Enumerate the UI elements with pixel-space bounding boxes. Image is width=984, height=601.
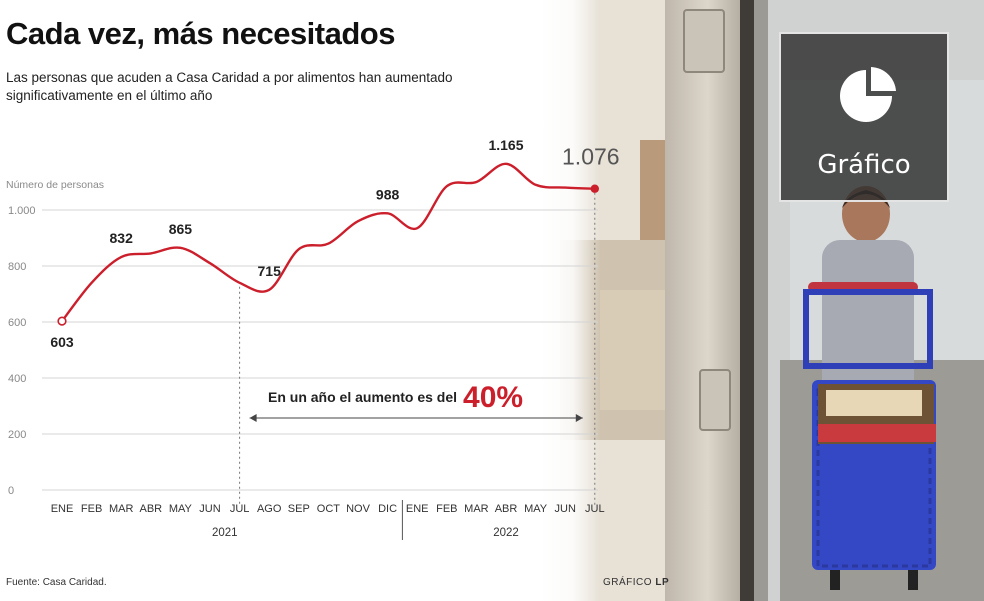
x-tick-label: SEP: [288, 503, 310, 515]
grafico-badge[interactable]: Gráfico: [779, 32, 949, 202]
data-label: 865: [169, 221, 193, 237]
chart-subtitle: Las personas que acuden a Casa Caridad a…: [6, 70, 453, 103]
range-arrow-left-head: [249, 414, 257, 422]
chart-title: Cada vez, más necesitados: [6, 16, 395, 51]
annotation-text: En un año el aumento es del: [268, 389, 458, 405]
x-tick-label: OCT: [317, 503, 341, 515]
x-tick-label: ENE: [51, 503, 74, 515]
data-label: 715: [258, 263, 282, 279]
year-label: 2021: [212, 527, 238, 539]
badge-label: Gráfico: [817, 150, 911, 180]
y-tick-label: 600: [8, 317, 26, 329]
start-point-marker: [57, 316, 67, 326]
data-label: 832: [110, 230, 134, 246]
x-tick-label: FEB: [81, 503, 102, 515]
series-line: [61, 162, 595, 322]
y-tick-label: 400: [8, 373, 26, 385]
x-tick-label: FEB: [436, 503, 457, 515]
x-tick-label: JUN: [555, 503, 576, 515]
x-tick-label: MAY: [169, 503, 193, 515]
pie-chart-icon: [840, 67, 896, 122]
x-tick-label: ABR: [495, 503, 518, 515]
x-tick-label: MAY: [524, 503, 548, 515]
credit-brand: LP: [655, 577, 670, 588]
x-tick-label: JUL: [230, 503, 250, 515]
credit-prefix: GRÁFICO: [603, 577, 653, 588]
end-point-marker: [590, 184, 599, 193]
x-tick-label: JUL: [585, 503, 605, 515]
data-label: 603: [50, 334, 74, 350]
x-tick-label: ABR: [139, 503, 162, 515]
increase-annotation: En un año el aumento es del 40%: [268, 381, 523, 415]
y-tick-label: 200: [8, 429, 26, 441]
range-arrow-right-head: [575, 414, 583, 422]
x-tick-label: ENE: [406, 503, 429, 515]
annotation-highlight: 40%: [463, 381, 524, 414]
x-tick-label: MAR: [109, 503, 134, 515]
x-tick-label: AGO: [257, 503, 282, 515]
y-tick-label: 1.000: [8, 205, 36, 217]
y-tick-label: 0: [8, 485, 14, 497]
graphic-credit: GRÁFICO LP: [603, 577, 669, 588]
data-label: 1.165: [488, 137, 523, 153]
data-label: 1.076: [562, 144, 620, 170]
y-axis-label: Número de personas: [6, 179, 105, 191]
year-label: 2022: [493, 527, 519, 539]
data-label: 988: [376, 186, 400, 202]
x-tick-label: DIC: [378, 503, 397, 515]
x-tick-label: JUN: [199, 503, 220, 515]
source-note: Fuente: Casa Caridad.: [6, 577, 107, 588]
y-tick-label: 800: [8, 261, 26, 273]
x-tick-label: MAR: [464, 503, 489, 515]
x-tick-label: NOV: [346, 503, 371, 515]
